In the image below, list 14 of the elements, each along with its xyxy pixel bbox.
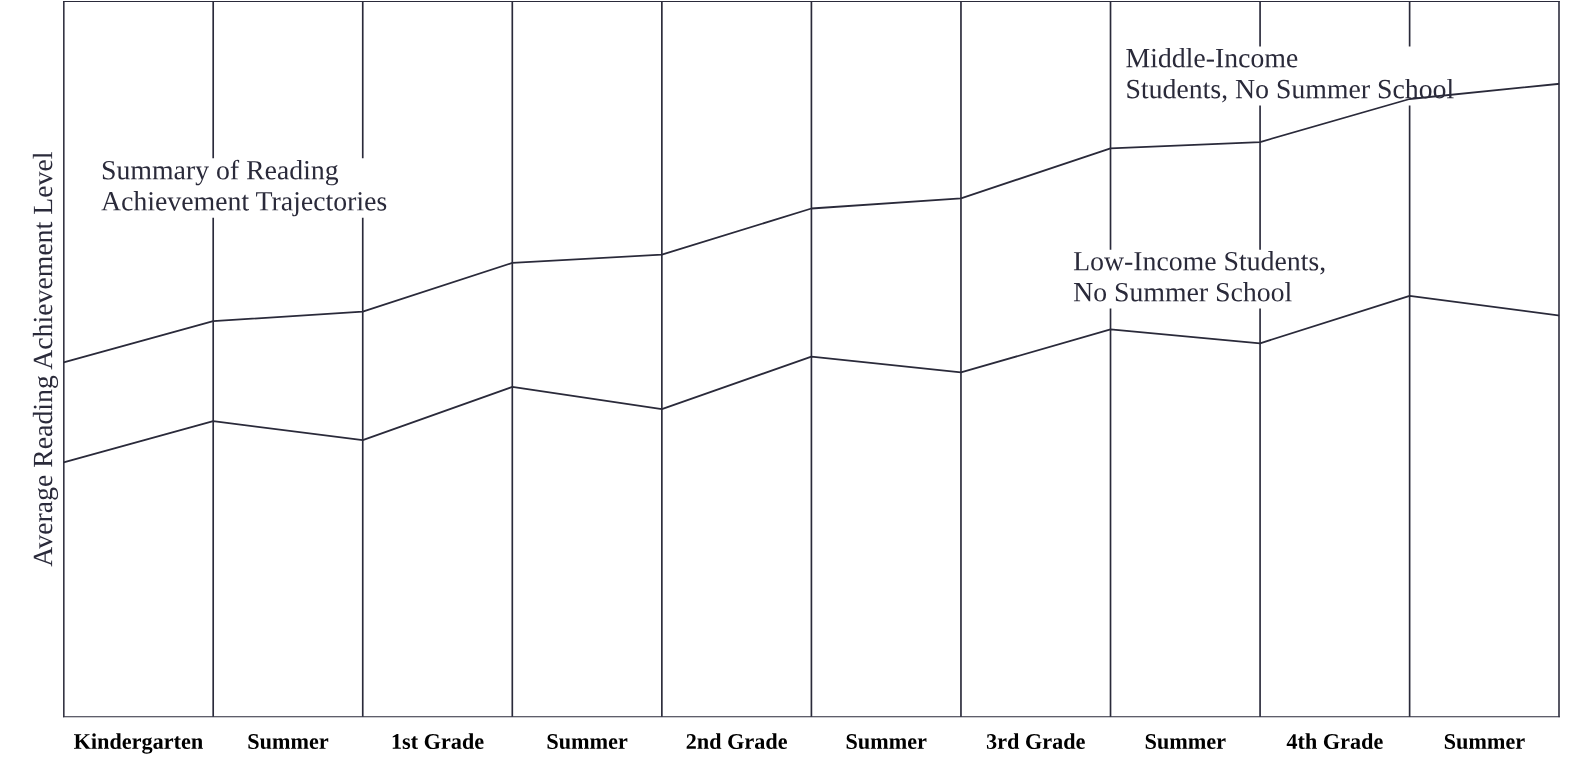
text: Summary of Reading Achievement Trajectories	[101, 159, 387, 217]
text: Summer	[1444, 734, 1525, 750]
text: Summer	[1145, 734, 1226, 750]
y-axis-title: Average Reading Achievement Level	[32, 152, 59, 567]
text: Summer	[547, 734, 628, 750]
text: Summer	[846, 734, 927, 750]
series-label: Middle-Income Students, No Summer School	[1126, 47, 1454, 103]
text: 3rd Grade	[986, 733, 1085, 750]
text: 4th Grade	[1286, 733, 1383, 750]
series-label: Low-Income Students, No Summer School	[1073, 251, 1325, 302]
text: Summer	[248, 734, 329, 750]
text: Kindergarten	[73, 733, 203, 754]
text: 2nd Grade	[686, 733, 787, 750]
text: 1st Grade	[392, 733, 484, 750]
